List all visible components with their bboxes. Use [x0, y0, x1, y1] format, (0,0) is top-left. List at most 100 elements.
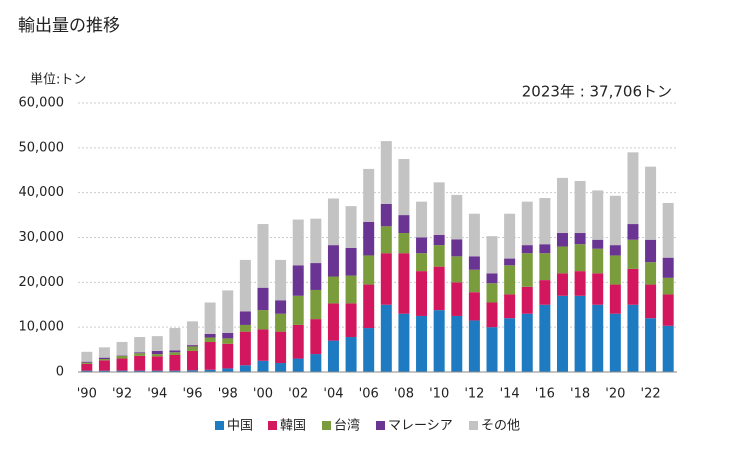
bar-segment	[556, 273, 568, 296]
bar-segment	[592, 239, 604, 249]
bar-segment	[81, 363, 93, 371]
y-tick-label: 0	[56, 365, 64, 380]
bar-segment	[345, 275, 357, 304]
chart-title: 輸出量の推移	[18, 16, 120, 36]
legend-label: 中国	[227, 419, 253, 434]
bar-segment	[134, 370, 146, 372]
bar-segment	[363, 221, 375, 256]
bar-segment	[239, 259, 251, 312]
bar-segment	[98, 357, 110, 359]
x-tick-label: '06	[359, 387, 379, 402]
bar-segment	[239, 324, 251, 332]
bar-segment	[556, 233, 568, 247]
x-tick-label: '92	[112, 387, 132, 402]
bar-segment	[486, 302, 498, 328]
bar-segment	[486, 236, 498, 274]
bar-segment	[556, 295, 568, 372]
x-tick-label: '18	[570, 387, 590, 402]
bar-segment	[539, 304, 551, 372]
bar-segment	[257, 310, 269, 330]
bar-segment	[521, 201, 533, 246]
bar-segment	[574, 244, 586, 272]
legend-swatch	[268, 421, 277, 430]
bar-segment	[451, 239, 463, 257]
bar-segment	[539, 280, 551, 305]
bar-segment	[662, 325, 674, 372]
bar-segment	[645, 262, 657, 285]
bar-segment	[468, 213, 480, 257]
bar-segment	[504, 258, 516, 266]
bar-segment	[257, 287, 269, 311]
bar-segment	[627, 304, 639, 372]
x-tick-label: '96	[182, 387, 202, 402]
bar-segment	[504, 318, 516, 372]
bar-segment	[204, 369, 216, 372]
bar-segment	[204, 337, 216, 342]
bar-segment	[134, 353, 146, 356]
bar-segment	[98, 360, 110, 371]
bar-segment	[380, 253, 392, 305]
bar-segment	[433, 245, 445, 267]
bar-segment	[574, 271, 586, 296]
bar-segment	[169, 354, 181, 371]
bar-segment	[609, 255, 621, 285]
bar-segment	[592, 304, 604, 372]
bar-segment	[398, 159, 410, 216]
bar-segment	[151, 354, 163, 357]
bar-segment	[468, 256, 480, 270]
bar-segment	[204, 333, 216, 338]
y-tick-label: 50,000	[19, 140, 65, 155]
bar-segment	[327, 198, 339, 246]
bar-segment	[574, 233, 586, 245]
bar-segment	[521, 245, 533, 254]
bar-segment	[187, 346, 199, 351]
bar-segment	[81, 351, 93, 362]
bar-segment	[345, 337, 357, 372]
bar-segment	[134, 355, 146, 371]
bar-segment	[169, 352, 181, 355]
bar-segment	[433, 182, 445, 235]
bar-segment	[433, 266, 445, 311]
bar-segment	[275, 331, 287, 364]
bar-segment	[398, 253, 410, 314]
bar-segment	[416, 315, 428, 372]
bar-segment	[81, 362, 93, 364]
bar-segment	[187, 350, 199, 371]
bar-segment	[539, 198, 551, 245]
bar-segment	[556, 246, 568, 274]
y-tick-label: 60,000	[19, 96, 65, 111]
bar-segment	[539, 253, 551, 281]
bar-segment	[292, 295, 304, 325]
y-tick-label: 30,000	[19, 230, 65, 245]
bar-segment	[222, 368, 234, 372]
bar-segment	[380, 304, 392, 372]
bar-segment	[398, 233, 410, 254]
bar-segment	[98, 370, 110, 372]
bar-segment	[222, 338, 234, 344]
bar-segment	[521, 313, 533, 372]
bar-segment	[275, 300, 287, 314]
bar-segment	[416, 237, 428, 254]
bar-segment	[556, 177, 568, 234]
bar-segment	[151, 350, 163, 355]
bar-segment	[468, 320, 480, 372]
bar-segment	[81, 361, 93, 363]
bar-segment	[81, 370, 93, 372]
bar-segment	[98, 358, 110, 361]
annotation: 2023年 : 37,706トン	[522, 83, 672, 101]
bar-segment	[662, 257, 674, 278]
bar-segment	[592, 273, 604, 305]
x-tick-label: '14	[500, 387, 520, 402]
bar-segment	[169, 370, 181, 372]
bar-segment	[645, 318, 657, 372]
y-tick-label: 40,000	[19, 185, 65, 200]
bar-segment	[609, 195, 621, 246]
bar-segment	[257, 360, 269, 372]
bar-segment	[222, 332, 234, 339]
bar-segment	[363, 168, 375, 222]
bar-segment	[574, 295, 586, 372]
bar-segment	[204, 341, 216, 370]
y-axis-label: 単位:トン	[30, 72, 86, 88]
bar-segment	[416, 201, 428, 238]
